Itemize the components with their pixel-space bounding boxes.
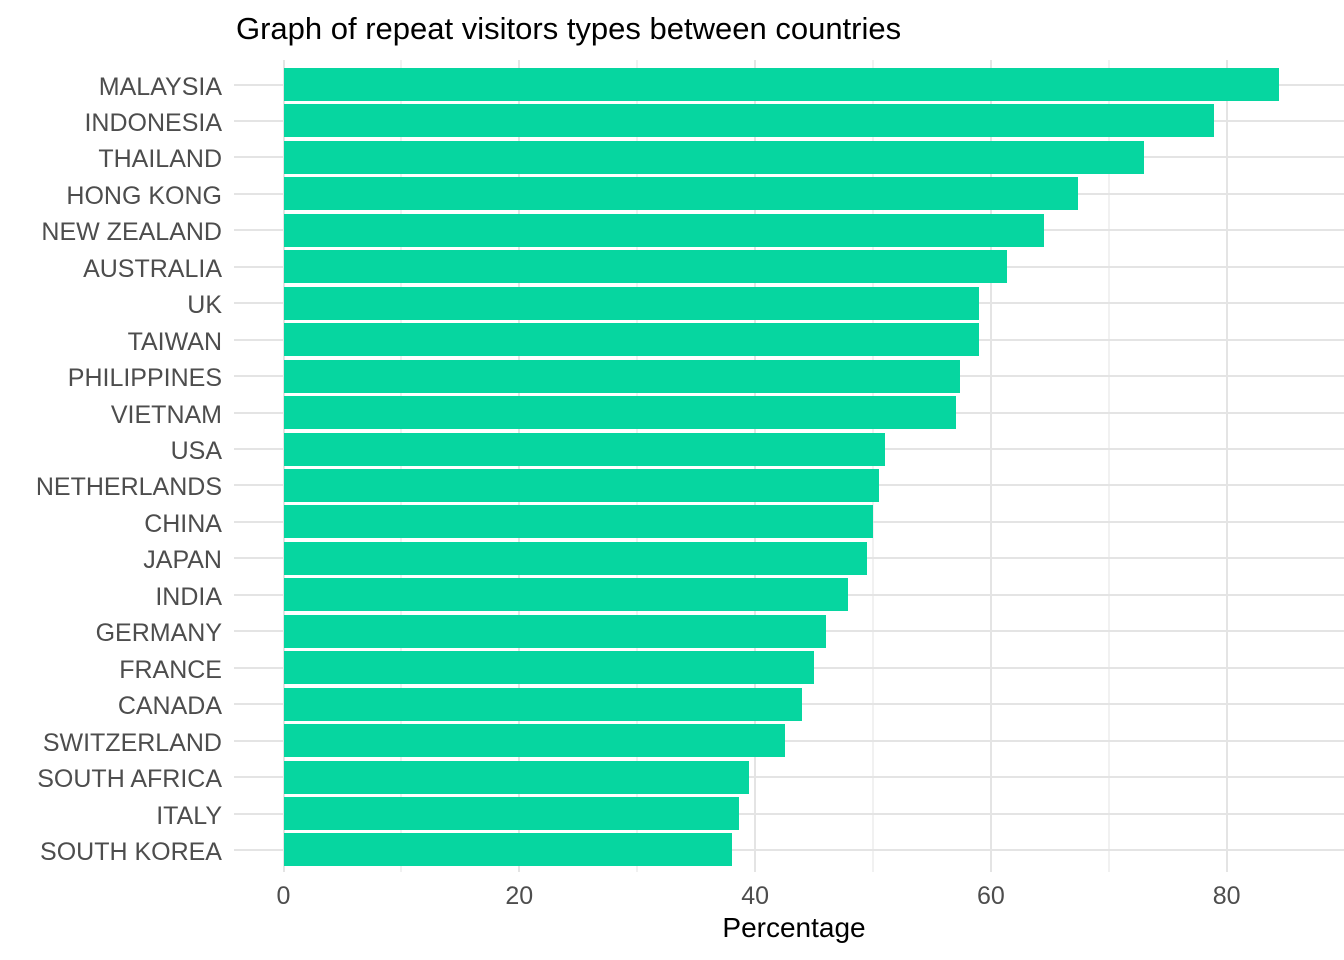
y-axis-label-australia: AUSTRALIA <box>83 254 222 283</box>
gridline-major <box>1225 60 1228 872</box>
bar-germany <box>283 614 826 648</box>
y-axis-label-france: FRANCE <box>119 655 222 684</box>
bar-vietnam <box>283 396 956 430</box>
gridline-major <box>282 60 285 872</box>
gridline-row <box>234 812 1344 815</box>
x-tick-label-0: 0 <box>276 882 291 910</box>
gridline-minor <box>636 60 639 872</box>
bar-switzerland <box>283 724 785 758</box>
y-axis-label-new-zealand: NEW ZEALAND <box>41 218 222 247</box>
y-axis-label-usa: USA <box>170 437 222 465</box>
y-axis-label-switzerland: SWITZERLAND <box>42 728 222 757</box>
bar-japan <box>283 541 868 575</box>
y-axis-label-south-africa: SOUTH AFRICA <box>37 765 222 794</box>
bar-usa <box>283 432 885 466</box>
y-axis-label-canada: CANADA <box>117 692 222 721</box>
bar-australia <box>283 250 1008 284</box>
bar-philippines <box>283 359 961 393</box>
y-axis-label-india: INDIA <box>155 582 222 611</box>
bar-china <box>283 505 873 539</box>
gridline-major <box>754 60 757 872</box>
bar-thailand <box>283 140 1145 174</box>
y-axis-label-thailand: THAILAND <box>98 145 222 174</box>
x-axis-title: Percentage <box>722 912 866 943</box>
y-axis-label-indonesia: INDONESIA <box>84 108 222 137</box>
y-axis-label-japan: JAPAN <box>143 546 222 575</box>
gridline-row <box>234 776 1344 779</box>
y-axis-label-philippines: PHILIPPINES <box>67 364 222 393</box>
y-axis-label-china: CHINA <box>144 509 222 538</box>
gridline-row <box>234 848 1344 851</box>
x-tick-label-40: 40 <box>741 882 769 910</box>
bar-netherlands <box>283 468 879 502</box>
bar-uk <box>283 286 980 320</box>
y-axis-label-italy: ITALY <box>156 801 222 830</box>
gridline-major <box>989 60 992 872</box>
bar-malaysia <box>283 68 1279 101</box>
bar-canada <box>283 687 803 721</box>
y-axis-label-hong-kong: HONG KONG <box>66 181 222 210</box>
bar-south-africa <box>283 760 750 794</box>
y-axis-label-malaysia: MALAYSIA <box>98 72 222 101</box>
bar-indonesia <box>283 104 1214 138</box>
x-tick-label-60: 60 <box>976 882 1005 910</box>
y-axis-label-vietnam: VIETNAM <box>110 400 222 429</box>
y-axis-label-south-korea: SOUTH KOREA <box>40 837 222 866</box>
gridline-minor <box>872 60 874 872</box>
bar-taiwan <box>283 323 980 357</box>
bar-france <box>283 651 815 685</box>
bar-italy <box>283 797 739 830</box>
chart-title: Graph of repeat visitors types between c… <box>236 11 902 46</box>
bar-india <box>283 578 849 612</box>
gridline-minor <box>1107 60 1110 872</box>
y-axis-label-uk: UK <box>187 291 222 320</box>
bar-hong-kong <box>283 177 1079 211</box>
gridline-major <box>518 60 521 872</box>
y-axis-label-taiwan: TAIWAN <box>127 327 222 356</box>
x-tick-label-20: 20 <box>505 882 534 910</box>
x-tick-label-80: 80 <box>1212 882 1241 910</box>
bar-new-zealand <box>283 213 1044 247</box>
gridline-row <box>234 739 1344 742</box>
y-axis-label-germany: GERMANY <box>95 619 222 648</box>
y-axis-label-netherlands: NETHERLANDS <box>35 473 222 502</box>
gridline-minor <box>400 60 403 872</box>
bar-south-korea <box>283 833 732 867</box>
